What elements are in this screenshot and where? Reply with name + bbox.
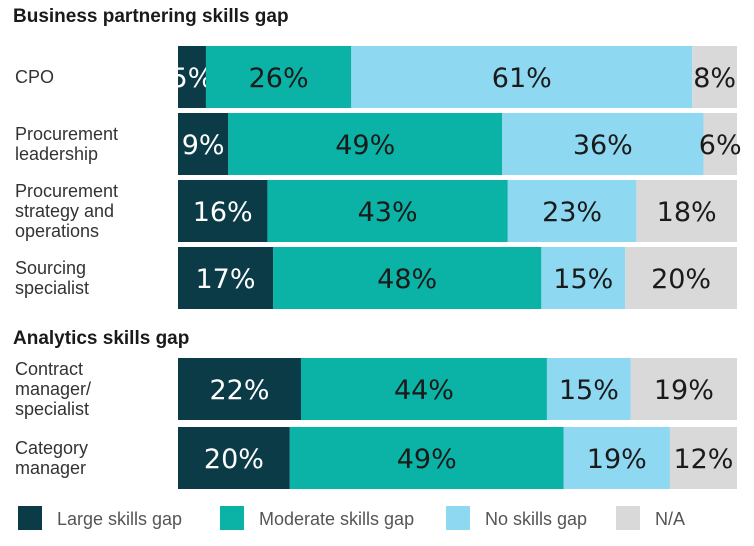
data-label: 15%	[553, 264, 613, 295]
bar-segment	[546, 358, 631, 420]
legend-item: N/A	[616, 506, 685, 530]
bar-segment	[351, 46, 693, 108]
data-label: 49%	[397, 444, 457, 475]
data-label: 16%	[193, 197, 253, 228]
bar-segment	[507, 180, 637, 242]
bar-segment	[267, 180, 508, 242]
row-label-line: Contract	[15, 359, 83, 379]
data-label: 20%	[204, 444, 264, 475]
bar-segment	[300, 358, 547, 420]
data-label: 15%	[559, 375, 619, 406]
bar-rows: CPO 5% 26% 61% 8%Procurement leadership 9% 49% 3…	[15, 46, 742, 489]
legend-swatch	[446, 506, 470, 530]
bar-segment	[273, 247, 542, 309]
data-label: 23%	[542, 197, 602, 228]
row-label-line: leadership	[15, 144, 98, 164]
data-label: 8%	[693, 63, 736, 94]
bar-segment	[692, 46, 737, 108]
row-label: Category manager	[15, 438, 88, 478]
row-label: Procurement leadership	[15, 124, 118, 164]
row-label-line: specialist	[15, 278, 89, 298]
row-label-line: Procurement	[15, 124, 118, 144]
bar-segment	[563, 427, 670, 489]
legend: Large skills gap Moderate skills gap No sk…	[18, 506, 685, 530]
row-label-line: operations	[15, 221, 99, 241]
bar-row: Sourcing specialist 17% 48% 15% 20%	[15, 247, 737, 309]
row-label-line: CPO	[15, 67, 54, 87]
bar-row: Procurement leadership 9% 49% 36% 6%	[15, 113, 742, 175]
data-label: 20%	[651, 264, 711, 295]
bar-segment	[178, 180, 268, 242]
bar-segment	[205, 46, 352, 108]
bar-row: Contract manager/specialist 22% 44% 15% 19%	[15, 358, 737, 420]
legend-swatch	[616, 506, 640, 530]
legend-item: No skills gap	[446, 506, 587, 530]
row-label-line: strategy and	[15, 201, 114, 221]
analytics-title: Analytics skills gap	[13, 328, 189, 349]
bar-segment	[178, 113, 229, 175]
bar-segment	[178, 427, 290, 489]
data-label: 12%	[673, 444, 733, 475]
bar-segment	[630, 358, 737, 420]
row-label: Procurement strategy and operations	[15, 181, 118, 241]
bar-segment	[178, 358, 301, 420]
legend-label: N/A	[655, 509, 685, 529]
data-label: 22%	[209, 375, 269, 406]
row-label-line: Procurement	[15, 181, 118, 201]
row-label-line: specialist	[15, 399, 89, 419]
data-label: 17%	[196, 264, 256, 295]
data-label: 43%	[358, 197, 418, 228]
row-label: CPO	[15, 67, 54, 87]
bar-segment	[636, 180, 737, 242]
row-label: Sourcing specialist	[15, 258, 89, 298]
bar-row: Category manager 20% 49% 19% 12%	[15, 427, 737, 489]
bar-segment	[228, 113, 503, 175]
data-label: 49%	[335, 130, 395, 161]
data-label: 6%	[699, 130, 742, 161]
data-label: 18%	[657, 197, 717, 228]
business-partnering-title: Business partnering skills gap	[13, 6, 289, 27]
data-label: 44%	[394, 375, 454, 406]
row-label-line: manager	[15, 458, 86, 478]
bar-segment	[541, 247, 626, 309]
row-label: Contract manager/specialist	[15, 359, 91, 419]
legend-item: Large skills gap	[18, 506, 182, 530]
bar-segment	[669, 427, 737, 489]
data-label: 26%	[249, 63, 309, 94]
bar-segment	[289, 427, 564, 489]
row-label-line: Sourcing	[15, 258, 86, 278]
data-label: 61%	[492, 63, 552, 94]
legend-swatch	[220, 506, 244, 530]
data-label: 48%	[377, 264, 437, 295]
bar-segment	[625, 247, 737, 309]
bar-row: Procurement strategy and operations 16% 43% 2…	[15, 180, 737, 242]
legend-swatch	[18, 506, 42, 530]
bar-segment	[703, 113, 737, 175]
bar-row: CPO 5% 26% 61% 8%	[15, 46, 737, 108]
row-label-line: manager/	[15, 379, 91, 399]
bar-segment	[178, 46, 206, 108]
row-label-line: Category	[15, 438, 88, 458]
data-label: 36%	[573, 130, 633, 161]
bar-segment	[502, 113, 704, 175]
legend-label: Moderate skills gap	[259, 509, 414, 529]
legend-label: Large skills gap	[57, 509, 182, 529]
bar-segment	[178, 247, 274, 309]
data-label: 19%	[587, 444, 647, 475]
legend-item: Moderate skills gap	[220, 506, 414, 530]
data-label: 19%	[654, 375, 714, 406]
data-label: 9%	[182, 130, 225, 161]
legend-label: No skills gap	[485, 509, 587, 529]
